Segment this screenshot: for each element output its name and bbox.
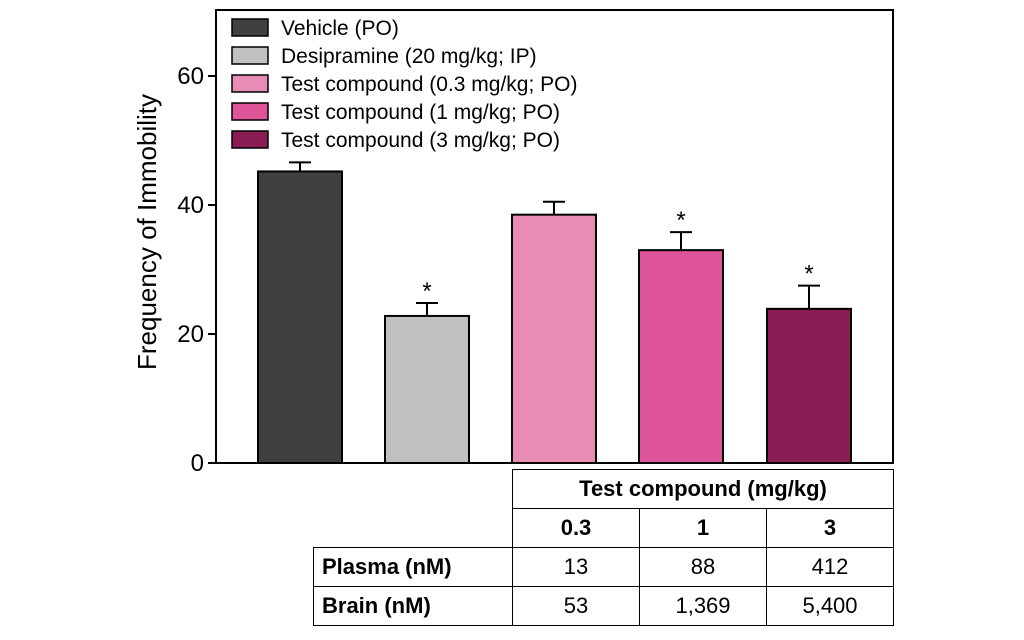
table-cell: 5,400 bbox=[766, 586, 894, 626]
bar bbox=[638, 249, 724, 464]
y-axis-label: Frequency of Immobility bbox=[132, 94, 162, 370]
bars: * * * bbox=[257, 161, 852, 465]
table-row: Plasma (nM) 13 88 412 bbox=[313, 547, 894, 587]
table-cell: 412 bbox=[766, 547, 894, 587]
bar bbox=[511, 213, 597, 464]
table-cell: 88 bbox=[639, 547, 767, 587]
y-tick-label: 40 bbox=[177, 192, 204, 219]
row-label-plasma: Plasma (nM) bbox=[313, 547, 513, 587]
dose-header-1: 1 bbox=[639, 508, 767, 548]
y-tick-label: 0 bbox=[191, 450, 204, 477]
table-row: Brain (nM) 53 1,369 5,400 bbox=[313, 586, 894, 626]
concentration-table: Test compound (mg/kg) 0.3 1 3 Plasma (nM… bbox=[313, 469, 894, 626]
significance-mark: * bbox=[804, 261, 813, 288]
legend-entry: Test compound (1 mg/kg; PO) bbox=[281, 101, 560, 124]
row-label-brain: Brain (nM) bbox=[313, 586, 513, 626]
bar bbox=[384, 314, 470, 464]
bar bbox=[766, 307, 852, 464]
dose-header-0-3: 0.3 bbox=[512, 508, 640, 548]
legend-swatch bbox=[231, 130, 269, 149]
legend-swatch bbox=[231, 74, 269, 93]
table-corner bbox=[314, 509, 513, 548]
table-cell: 1,369 bbox=[639, 586, 767, 626]
legend: Vehicle (PO) Desipramine (20 mg/kg; IP) Te… bbox=[231, 17, 577, 152]
dose-header-3: 3 bbox=[766, 508, 894, 548]
legend-entry: Desipramine (20 mg/kg; IP) bbox=[281, 45, 537, 68]
legend-entry: Test compound (3 mg/kg; PO) bbox=[281, 129, 560, 152]
table-header: Test compound (mg/kg) bbox=[512, 469, 894, 509]
y-tick-label: 20 bbox=[177, 321, 204, 348]
legend-entry: Test compound (0.3 mg/kg; PO) bbox=[281, 73, 577, 96]
legend-swatch bbox=[231, 18, 269, 37]
table-cell: 13 bbox=[512, 547, 640, 587]
significance-mark: * bbox=[422, 278, 431, 305]
y-tick-label: 60 bbox=[177, 63, 204, 90]
legend-entry: Vehicle (PO) bbox=[281, 17, 399, 40]
legend-swatch bbox=[231, 46, 269, 65]
table-cell: 53 bbox=[512, 586, 640, 626]
bar bbox=[257, 170, 343, 465]
significance-mark: * bbox=[676, 207, 685, 234]
table-corner bbox=[314, 470, 513, 509]
legend-swatch bbox=[231, 102, 269, 121]
